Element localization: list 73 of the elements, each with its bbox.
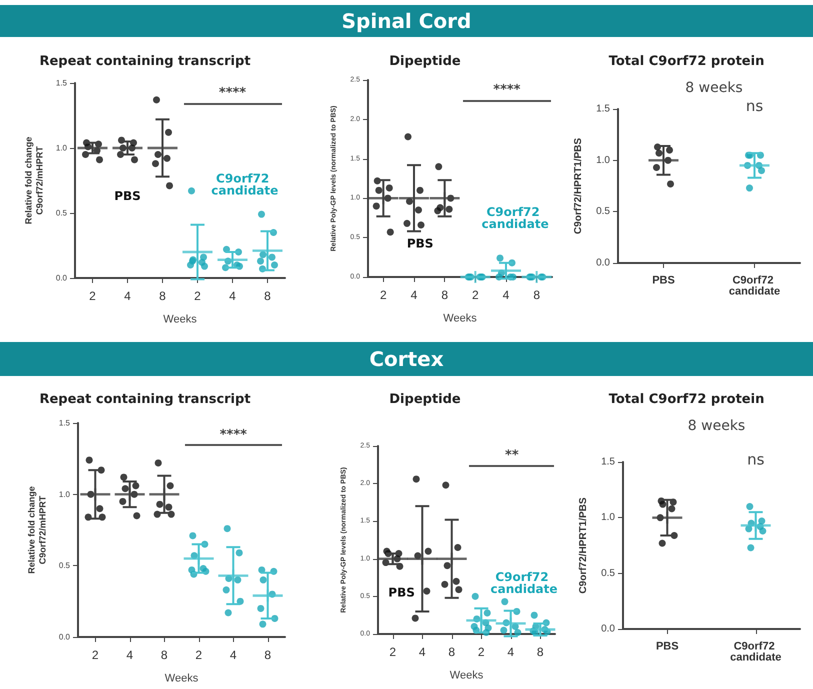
y-tick-label: 1.0 xyxy=(58,490,71,499)
annotation: ns xyxy=(746,97,764,116)
y-tick-label: 0.0 xyxy=(601,624,616,634)
x-tick-label: 4 xyxy=(507,645,514,659)
chart-title: Repeat containing transcript xyxy=(39,392,251,407)
annotation: **** xyxy=(218,86,246,100)
x-tick-label: 8 xyxy=(264,289,272,303)
x-tick-label: 8 xyxy=(160,648,168,662)
text: C9orf72 candidate xyxy=(482,204,549,231)
y-axis-title: C9orf72/HPRT1/PBS xyxy=(578,497,589,594)
x-axis-title: Weeks xyxy=(164,672,199,684)
x-tick-label: 8 xyxy=(441,288,448,302)
x-tick-label: 2 xyxy=(194,289,202,303)
x-axis-title: Weeks xyxy=(443,312,478,324)
y-tick-label: 1.0 xyxy=(596,154,610,166)
y-tick-label: 0.0 xyxy=(56,274,68,282)
x-tick-label: 2 xyxy=(195,648,202,662)
annotation: **** xyxy=(220,427,248,442)
x-tick-label: 2 xyxy=(478,645,485,659)
y-tick-label: 1.5 xyxy=(601,456,616,468)
x-tick-label: 8 xyxy=(448,645,456,659)
annotation: **** xyxy=(493,82,521,98)
x-tick-label: 4 xyxy=(124,289,132,303)
x-tick-label: 2 xyxy=(389,645,396,659)
annotation: ** xyxy=(505,448,519,463)
y-tick-label: 0.5 xyxy=(596,206,610,218)
x-tick-label: 2 xyxy=(92,648,99,662)
series-label: C9orf72 candidate xyxy=(211,171,278,198)
series-label: C9orf72 candidate xyxy=(490,570,558,596)
y-tick-label: 1.0 xyxy=(601,512,616,524)
y-tick-label: 0.0 xyxy=(58,632,71,642)
y-tick-label: 1.5 xyxy=(596,104,610,114)
x-tick-label: 2 xyxy=(472,288,479,302)
chart-title: Dipeptide xyxy=(389,392,461,407)
y-axis-title: Relative fold change C9orf72/mHPRT xyxy=(23,136,44,224)
x-axis-title: Weeks xyxy=(450,670,484,682)
y-axis-title: C9orf72/HPRT1/PBS xyxy=(573,138,584,234)
y-tick-label: 1.5 xyxy=(56,78,68,88)
y-tick-label: 1.0 xyxy=(56,144,68,152)
x-tick-label: 8 xyxy=(264,648,272,662)
x-tick-label: 4 xyxy=(502,288,510,302)
x-tick-label: 2 xyxy=(89,289,96,303)
x-tick-label: 8 xyxy=(533,288,540,302)
text: Spinal Cord xyxy=(0,5,813,37)
y-axis-title: Relative fold change C9orf72/mHPRT xyxy=(26,486,48,574)
chart-title: Repeat containing transcript xyxy=(39,54,251,69)
text: PBS xyxy=(388,586,415,600)
text: PBS xyxy=(114,189,141,204)
y-tick-label: 0.5 xyxy=(58,561,71,570)
chart-subtitle: 8 weeks xyxy=(688,418,746,434)
y-tick-label: 0.5 xyxy=(601,568,616,579)
x-tick-label: 4 xyxy=(126,648,134,662)
x-tick-label: 4 xyxy=(229,289,236,303)
x-tick-label: 8 xyxy=(536,645,544,659)
x-axis-title: Weeks xyxy=(163,314,198,326)
y-tick-label: 1.5 xyxy=(58,418,71,428)
x-tick-label: 4 xyxy=(230,648,237,662)
text: PBS xyxy=(406,236,434,251)
chart-title: Total C9orf72 protein xyxy=(608,54,764,69)
x-tick-label: 8 xyxy=(159,289,166,303)
y-tick-label: 0.5 xyxy=(56,208,68,218)
x-tick-label: C9orf72 candidate xyxy=(730,640,782,664)
annotation: ns xyxy=(747,450,765,469)
x-tick-label: PBS xyxy=(656,640,679,652)
chart-subtitle: 8 weeks xyxy=(685,80,743,96)
x-tick-label: C9orf72 candidate xyxy=(728,274,780,298)
y-tick-label: 0.0 xyxy=(596,258,610,268)
x-tick-label: 4 xyxy=(418,645,426,659)
text: Cortex xyxy=(0,342,813,376)
x-tick-label: 2 xyxy=(380,288,387,302)
chart-title: Total C9orf72 protein xyxy=(608,392,764,407)
x-tick-label: 4 xyxy=(410,288,418,302)
chart-title: Dipeptide xyxy=(389,54,461,69)
